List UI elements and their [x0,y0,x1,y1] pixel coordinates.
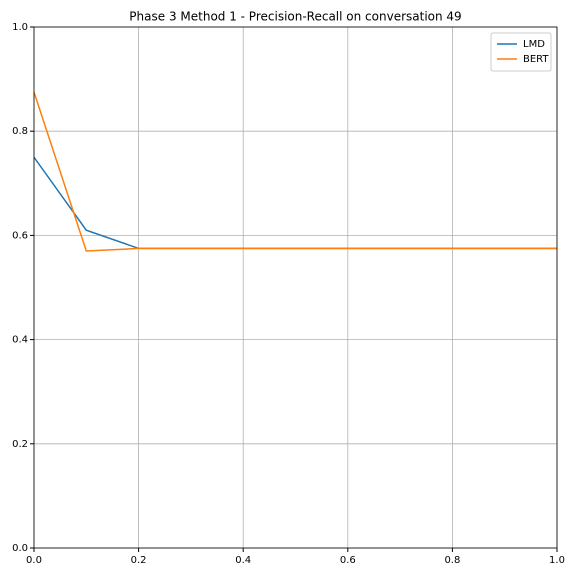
x-tick-label: 1.0 [549,555,565,566]
y-tick-label: 0.4 [12,335,28,346]
legend-label: BERT [523,54,549,65]
legend-label: LMD [523,39,545,50]
plot-frame [33,26,558,549]
x-tick-label: 0.2 [131,555,147,566]
y-tick-label: 1.0 [12,22,28,33]
y-tick-label: 0.2 [12,439,28,450]
x-tick-label: 0.8 [444,555,460,566]
y-tick-label: 0.8 [12,126,28,137]
x-tick-label: 0.0 [26,555,42,566]
y-tick-label: 0.6 [12,230,28,241]
x-tick-label: 0.6 [340,555,356,566]
y-tick-label: 0.0 [12,543,28,554]
x-tick-label: 0.4 [235,555,251,566]
legend-box [490,32,552,72]
chart-title: Phase 3 Method 1 - Precision-Recall on c… [129,10,461,24]
series-line [33,91,557,252]
